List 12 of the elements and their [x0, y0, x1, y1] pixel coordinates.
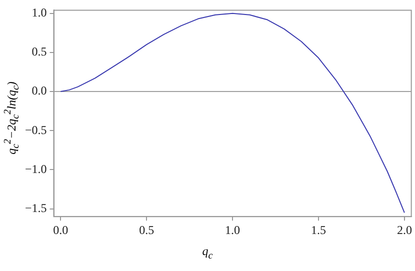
y-tick-label: 0.5: [32, 44, 47, 59]
x-tick-label: 1.5: [310, 222, 326, 237]
x-tick-label: 2.0: [396, 222, 412, 237]
x-tick-label: 0.0: [53, 222, 68, 237]
y-tick-label: −0.5: [24, 122, 47, 137]
y-tick-label: −1.5: [24, 200, 47, 215]
x-tick-label: 1.0: [225, 222, 240, 237]
y-tick-label: 1.0: [32, 5, 47, 20]
y-tick-label: 0.0: [32, 84, 47, 98]
x-tick-label: 0.5: [139, 222, 154, 237]
x-axis-title: q$_{c}$: [201, 244, 214, 262]
y-tick-label: −1.0: [24, 162, 47, 176]
